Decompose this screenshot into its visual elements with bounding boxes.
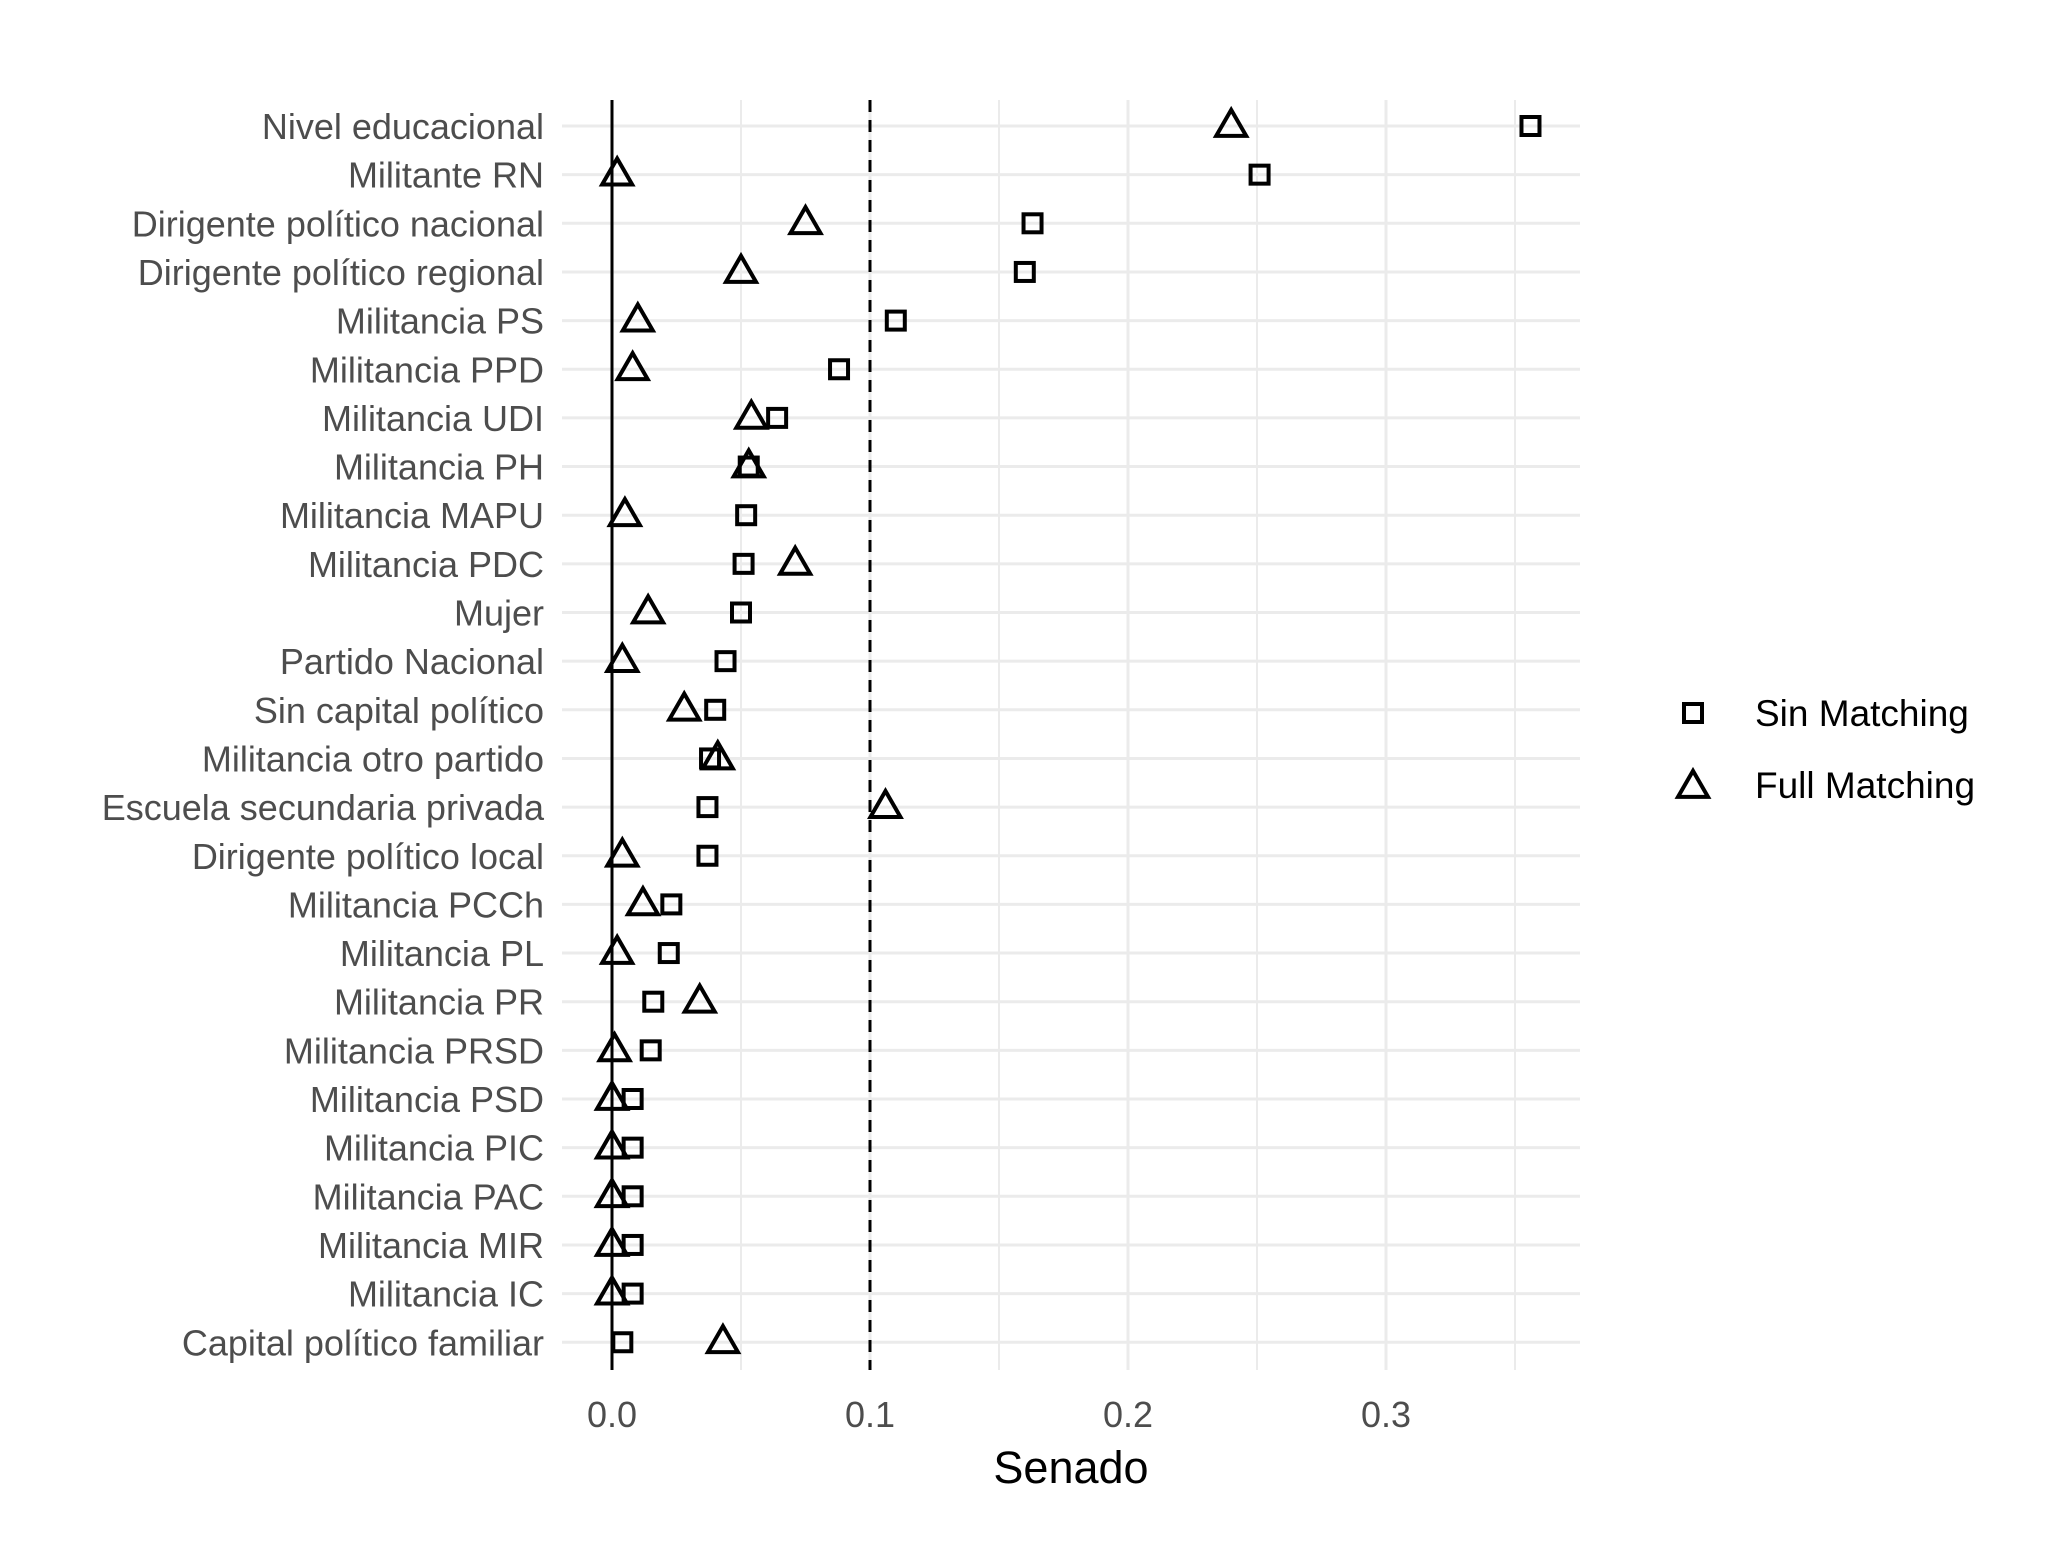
- category-label: Militancia PS: [336, 301, 544, 342]
- point-full-matching: [1212, 105, 1250, 138]
- point-full-matching: [787, 203, 824, 236]
- x-axis-title: Senado: [993, 1442, 1148, 1493]
- category-label: Militancia PH: [334, 447, 544, 488]
- point-full-matching: [629, 592, 667, 625]
- point-full-matching: [603, 641, 641, 674]
- x-tick-label: 0.2: [1103, 1394, 1153, 1435]
- point-sin-matching: [735, 504, 758, 527]
- category-label: Mujer: [454, 593, 544, 634]
- point-full-matching: [665, 689, 703, 722]
- category-label: Nivel educacional: [262, 106, 544, 147]
- legend-label: Sin Matching: [1755, 693, 1969, 734]
- point-sin-matching: [696, 796, 719, 819]
- point-sin-matching: [642, 990, 665, 1013]
- legend: Sin Matching Full Matching: [1674, 693, 1975, 806]
- point-sin-matching: [621, 1088, 644, 1110]
- point-full-matching: [867, 786, 904, 819]
- point-full-matching: [593, 1078, 631, 1111]
- point-full-matching: [681, 981, 719, 1014]
- point-full-matching: [596, 1030, 634, 1063]
- point-sin-matching: [621, 1185, 644, 1208]
- point-full-matching: [730, 446, 768, 479]
- category-label: Militancia PPD: [310, 349, 544, 390]
- legend-label: Full Matching: [1755, 765, 1975, 806]
- point-sin-matching: [1248, 163, 1271, 186]
- point-sin-matching: [696, 844, 719, 867]
- point-sin-matching: [1021, 212, 1044, 235]
- point-sin-matching: [732, 552, 755, 575]
- point-full-matching: [776, 543, 814, 576]
- category-label: Militancia MIR: [318, 1225, 544, 1266]
- point-sin-matching: [730, 601, 752, 624]
- point-sin-matching: [621, 1136, 644, 1159]
- point-full-matching: [624, 884, 662, 917]
- point-sin-matching: [1519, 115, 1542, 137]
- category-label: Sin capital político: [254, 690, 544, 731]
- x-tick-label: 0.1: [845, 1394, 895, 1435]
- point-full-matching: [619, 300, 657, 333]
- point-full-matching: [614, 349, 652, 382]
- point-sin-matching: [714, 650, 737, 673]
- x-tick-label: 0.3: [1361, 1394, 1411, 1435]
- point-full-matching: [593, 1224, 631, 1257]
- point-sin-matching: [657, 942, 680, 965]
- point-sin-matching: [660, 893, 683, 916]
- category-label: Militancia PIC: [324, 1128, 544, 1169]
- category-label: Dirigente político nacional: [132, 203, 544, 244]
- point-full-matching: [606, 495, 644, 528]
- point-sin-matching: [639, 1039, 662, 1062]
- point-sin-matching: [884, 309, 907, 332]
- point-full-matching: [704, 1322, 742, 1355]
- point-full-matching: [598, 154, 636, 187]
- x-tick-label: 0.0: [587, 1394, 637, 1435]
- point-full-matching: [593, 1273, 631, 1306]
- category-labels: Nivel educacional Militante RN Dirigente p…: [102, 106, 545, 1363]
- category-label: Dirigente político local: [192, 836, 544, 877]
- category-label: Militancia otro partido: [202, 738, 544, 779]
- category-label: Militancia PR: [334, 982, 544, 1023]
- point-full-matching: [603, 835, 641, 868]
- point-full-matching: [722, 251, 760, 284]
- data-points: [593, 105, 1542, 1355]
- category-label: Dirigente político regional: [138, 252, 544, 293]
- x-tick-labels: 0.0 0.1 0.2 0.3: [587, 1394, 1411, 1435]
- category-label: Militancia PSD: [310, 1079, 544, 1120]
- point-sin-matching: [621, 1282, 644, 1305]
- category-label: Militancia PDC: [308, 544, 544, 585]
- category-label: Militancia IC: [348, 1274, 544, 1315]
- point-sin-matching: [611, 1331, 634, 1354]
- category-label: Militancia PCCh: [288, 884, 544, 925]
- point-sin-matching: [621, 1233, 644, 1256]
- category-label: Militante RN: [348, 155, 544, 196]
- point-sin-matching: [1013, 260, 1036, 283]
- category-label: Militancia PAC: [313, 1176, 544, 1217]
- category-label: Escuela secundaria privada: [102, 787, 545, 828]
- legend-key-square: [1682, 702, 1704, 724]
- point-full-matching: [732, 397, 770, 430]
- category-label: Partido Nacional: [280, 641, 544, 682]
- point-full-matching: [593, 1176, 631, 1209]
- point-full-matching: [598, 932, 636, 965]
- point-full-matching: [593, 1127, 631, 1160]
- point-sin-matching: [704, 698, 727, 721]
- category-label: Capital político familiar: [182, 1322, 544, 1363]
- category-label: Militancia PL: [340, 933, 544, 974]
- category-label: Militancia MAPU: [280, 495, 544, 536]
- point-sin-matching: [828, 358, 851, 381]
- point-full-matching: [699, 738, 737, 771]
- category-label: Militancia UDI: [322, 398, 544, 439]
- grid-layer: [562, 100, 1580, 1370]
- category-label: Militancia PRSD: [284, 1030, 544, 1071]
- point-sin-matching: [766, 406, 789, 429]
- legend-key-triangle: [1674, 766, 1712, 799]
